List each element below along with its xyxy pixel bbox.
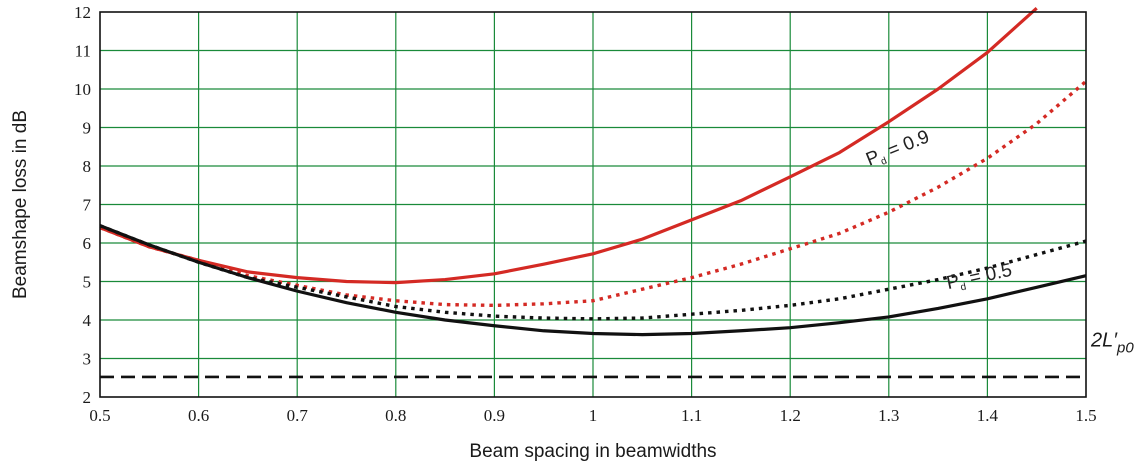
- pd-annotation-sub: d: [879, 155, 888, 167]
- y-tick-label: 9: [83, 119, 92, 138]
- series-line-3: [99, 224, 1087, 337]
- pd-annotation-sub: d: [960, 281, 968, 293]
- x-tick-label: 1.2: [780, 406, 801, 425]
- pd-annotation-value: = 0.5: [962, 260, 1013, 291]
- y-tick-label: 7: [83, 196, 92, 215]
- y-tick-label: 6: [83, 234, 92, 253]
- reference-line-label: 2L′p0: [1090, 329, 1134, 356]
- x-tick-label: 0.9: [484, 406, 505, 425]
- pd-annotation-value: = 0.9: [880, 126, 932, 163]
- x-tick-label: 1.3: [878, 406, 899, 425]
- x-tick-label: 0.5: [89, 406, 110, 425]
- x-tick-label: 0.7: [287, 406, 309, 425]
- y-axis-title: Beamshape loss in dB: [10, 110, 31, 299]
- x-tick-label: 1.5: [1075, 406, 1096, 425]
- y-tick-label: 3: [83, 350, 92, 369]
- series-line-1: [99, 80, 1088, 308]
- x-tick-label: 1: [589, 406, 598, 425]
- y-tick-label: 5: [83, 273, 92, 292]
- x-axis-title: Beam spacing in beamwidths: [469, 441, 716, 462]
- tick-labels: 0.5 0.6 0.7 0.8 0.9 1 1.1 1.2 1.3 1.4 1.5 2 3 4 5 6 7 8 9 1…: [74, 3, 1097, 425]
- pd-annotation: Pd = 0.5: [945, 260, 1015, 296]
- x-tick-label: 1.4: [977, 406, 999, 425]
- series-lines: [99, 6, 1088, 379]
- y-tick-label: 8: [83, 157, 92, 176]
- x-tick-label: 0.6: [188, 406, 209, 425]
- y-tick-label: 4: [83, 311, 92, 330]
- reference-line-label-sub: p0: [1116, 339, 1134, 356]
- y-tick-label: 12: [74, 3, 91, 22]
- y-tick-label: 10: [74, 80, 91, 99]
- reference-line-label-main: 2L′: [1090, 329, 1118, 351]
- series-line-0: [99, 6, 1038, 285]
- annotations: Pd = 0.9 Pd = 0.5 2L′p0: [863, 126, 1134, 356]
- grid: [100, 12, 1086, 397]
- plot-frame: [99, 11, 1087, 398]
- series-line-2: [99, 224, 1087, 321]
- x-tick-label: 1.1: [681, 406, 702, 425]
- pd-annotation-main: P: [945, 271, 962, 294]
- y-tick-label: 2: [83, 388, 92, 407]
- y-tick-label: 11: [75, 42, 91, 61]
- x-tick-label: 0.8: [385, 406, 406, 425]
